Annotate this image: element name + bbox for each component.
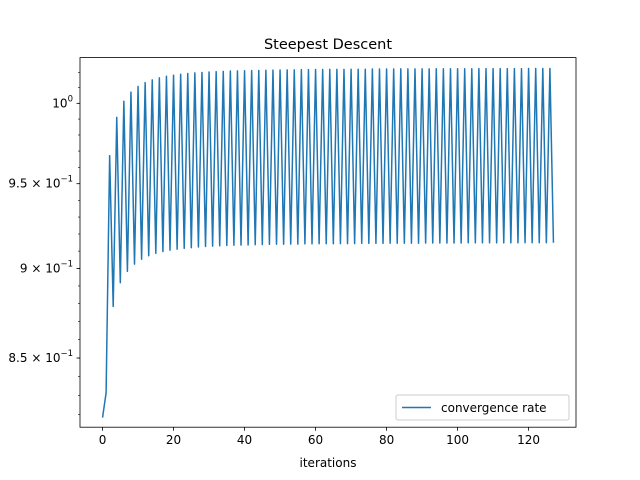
- x-tick-label: 100: [446, 433, 469, 447]
- y-tick-label: 100: [52, 94, 73, 110]
- x-tick-label: 60: [308, 433, 323, 447]
- x-tick-label: 40: [237, 433, 252, 447]
- y-tick-label: 8.5 × 10−1: [8, 349, 73, 365]
- x-tick-label: 120: [517, 433, 540, 447]
- y-tick-label: 9.5 × 10−1: [8, 175, 73, 191]
- y-tick-label: 9 × 10−1: [20, 259, 73, 275]
- x-axis-label: iterations: [300, 456, 357, 470]
- y-axis: 100 9.5 × 10−1 9 × 10−1 8.5 × 10−1: [8, 71, 80, 415]
- chart-title: Steepest Descent: [264, 37, 392, 53]
- series-layer: [101, 67, 555, 418]
- x-axis: 0 20 40 60 80 100 120: [99, 427, 540, 447]
- x-tick-label: 0: [99, 433, 107, 447]
- legend-label: convergence rate: [441, 401, 547, 415]
- series-line-0: [101, 67, 555, 418]
- legend-frame: [395, 394, 570, 421]
- plot-frame: [79, 57, 577, 428]
- x-tick-label: 80: [379, 433, 394, 447]
- x-tick-label: 20: [166, 433, 181, 447]
- legend: convergence rate: [395, 394, 570, 421]
